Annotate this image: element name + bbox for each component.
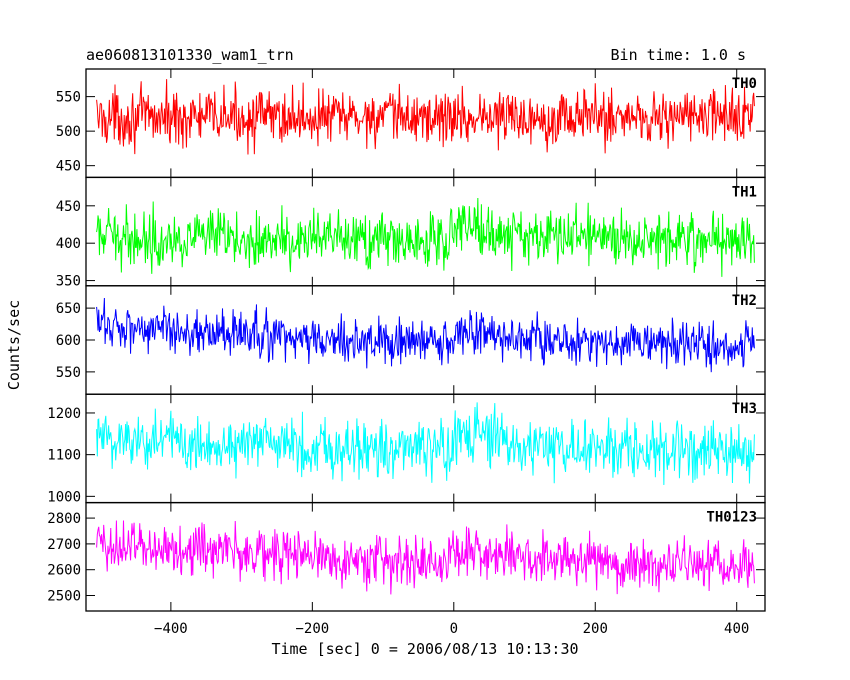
panel-label-th1: TH1 [732,184,757,200]
panel-label-th2: TH2 [732,293,757,309]
bin-time-label: Bin time: 1.0 s [611,46,746,64]
x-tick-label: 400 [724,621,749,637]
panel-th0: 450 500 550 TH0 [56,68,766,179]
x-tick-labels: −400 −200 0 200 400 [154,621,749,637]
panel-label-th0123: TH0123 [706,510,757,526]
series-th0123 [96,520,755,595]
x-tick-label: 0 [450,621,458,637]
y-tick-label: 500 [56,124,81,140]
panel-frame [85,68,766,179]
panel-label-th3: TH3 [732,401,757,417]
x-tick-label: 200 [583,621,608,637]
panel-frame [85,501,766,612]
series-th0 [96,79,755,155]
x-tick-label: −200 [295,621,329,637]
series-th2 [96,297,755,373]
y-tick-label: 2700 [47,537,81,553]
y-tick-label: 600 [56,333,81,349]
y-tick-label: 450 [56,159,81,175]
panel-th1: 350 400 450 TH1 [56,176,766,290]
x-axis-label: Time [sec] 0 = 2006/08/13 10:13:30 [271,640,578,658]
y-tick-label: 2800 [47,511,81,527]
panels-group: 450 500 550 TH0 350 400 450 TH1 550 600 650 TH2 1000… [47,68,766,612]
y-tick-label: 1200 [47,406,81,422]
series-th3 [96,402,755,485]
y-tick-label: 2500 [47,589,81,605]
panel-th0123: 2500 2600 2700 2800 TH0123 [47,501,766,612]
y-tick-label: 2600 [47,563,81,579]
y-tick-label: 1100 [47,448,81,464]
x-tick-label: −400 [154,621,188,637]
panel-th3: 1000 1100 1200 TH3 [47,393,766,505]
chart-title: ae060813101330_wam1_trn [86,46,294,64]
y-tick-label: 1000 [47,489,81,505]
y-tick-label: 450 [56,199,81,215]
y-tick-label: 400 [56,236,81,252]
y-tick-label: 650 [56,301,81,317]
y-tick-label: 550 [56,90,81,106]
y-axis-label: Counts/sec [5,300,23,390]
panel-th2: 550 600 650 TH2 [56,285,766,395]
y-tick-label: 550 [56,365,81,381]
y-tick-label: 350 [56,274,81,290]
panel-label-th0: TH0 [732,76,757,92]
series-th1 [96,197,755,277]
